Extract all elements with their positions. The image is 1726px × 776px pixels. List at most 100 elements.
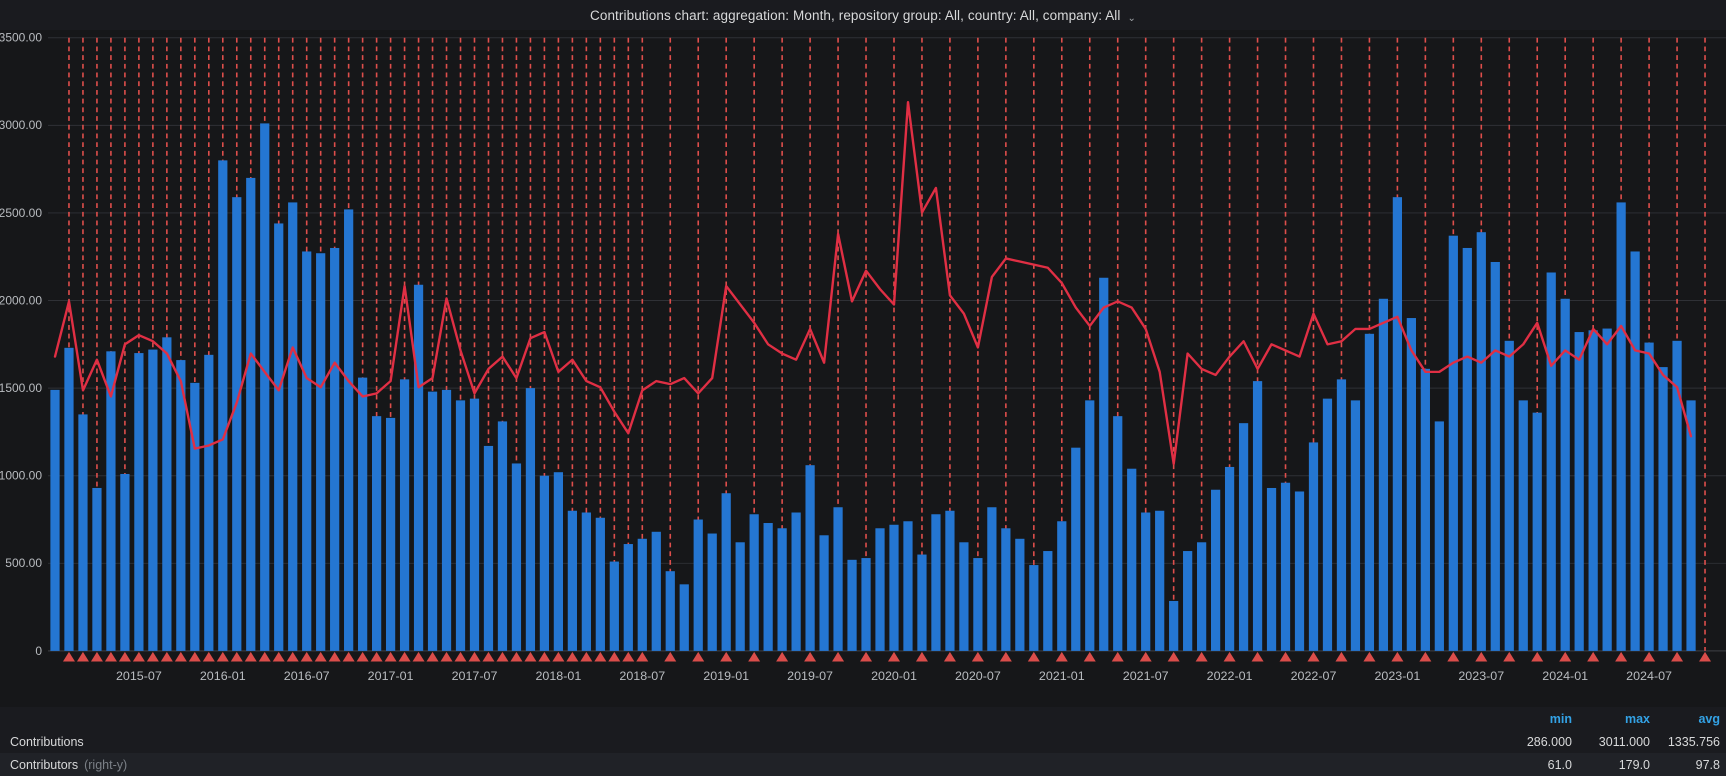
bar[interactable] <box>1238 423 1249 651</box>
legend-row-contributors[interactable]: Contributors (right-y) 61.0 179.0 97.8 <box>0 753 1726 776</box>
annotation-marker[interactable] <box>636 651 649 662</box>
annotation-marker[interactable] <box>1223 651 1236 662</box>
bar[interactable] <box>232 197 242 651</box>
bar[interactable] <box>1560 298 1570 651</box>
bar[interactable] <box>106 351 116 651</box>
annotation-marker[interactable] <box>1167 651 1180 662</box>
annotation-marker[interactable] <box>286 651 299 662</box>
annotation-marker[interactable] <box>1251 651 1264 662</box>
annotation-marker[interactable] <box>174 651 187 662</box>
bar[interactable] <box>358 377 368 651</box>
annotation-marker[interactable] <box>412 651 425 662</box>
annotation-marker[interactable] <box>804 651 817 662</box>
bar[interactable] <box>945 510 955 651</box>
bar[interactable] <box>665 571 675 651</box>
annotation-marker[interactable] <box>664 651 677 662</box>
annotation-marker[interactable] <box>1363 651 1376 662</box>
bar[interactable] <box>903 521 913 651</box>
annotation-marker[interactable] <box>496 651 509 662</box>
annotation-marker[interactable] <box>887 651 900 662</box>
annotation-marker[interactable] <box>1671 651 1684 662</box>
annotation-marker[interactable] <box>622 651 635 662</box>
bar[interactable] <box>64 347 74 651</box>
bar[interactable] <box>1308 442 1319 651</box>
annotation-marker[interactable] <box>552 651 565 662</box>
annotation-marker[interactable] <box>692 651 705 662</box>
bar[interactable] <box>721 493 731 651</box>
annotation-marker[interactable] <box>832 651 845 662</box>
annotation-marker[interactable] <box>76 651 89 662</box>
bar-series-contributions[interactable] <box>50 123 1696 651</box>
bar[interactable] <box>1015 538 1025 651</box>
chevron-down-icon[interactable]: ⌄ <box>1127 12 1136 24</box>
bar[interactable] <box>1672 340 1682 651</box>
annotation-marker[interactable] <box>468 651 481 662</box>
legend-series-name-contributions[interactable]: Contributions <box>10 734 84 749</box>
page-title[interactable]: Contributions chart: aggregation: Month,… <box>590 8 1136 24</box>
bar[interactable] <box>805 465 815 651</box>
annotation-marker[interactable] <box>1419 651 1432 662</box>
bar[interactable] <box>791 512 801 651</box>
annotation-marker[interactable] <box>1083 651 1096 662</box>
annotation-marker[interactable] <box>314 651 327 662</box>
legend-col-avg[interactable]: avg <box>1698 711 1720 726</box>
annotation-marker[interactable] <box>90 651 103 662</box>
bar[interactable] <box>483 445 494 651</box>
bar[interactable] <box>204 354 214 651</box>
bar[interactable] <box>1141 512 1151 651</box>
annotation-marker[interactable] <box>1503 651 1516 662</box>
annotation-marker[interactable] <box>258 651 271 662</box>
bar[interactable] <box>1588 330 1598 651</box>
bar[interactable] <box>847 559 857 651</box>
annotation-marker[interactable] <box>1615 651 1628 662</box>
annotation-marker[interactable] <box>1643 651 1656 662</box>
annotation-marker[interactable] <box>915 651 928 662</box>
annotation-marker[interactable] <box>1587 651 1600 662</box>
bar[interactable] <box>609 561 619 651</box>
annotation-marker[interactable] <box>272 651 285 662</box>
bar[interactable] <box>1099 277 1109 651</box>
bar[interactable] <box>1490 261 1500 651</box>
bar[interactable] <box>302 251 312 651</box>
annotation-marker[interactable] <box>1335 651 1348 662</box>
bar[interactable] <box>1504 340 1514 651</box>
bar[interactable] <box>1071 447 1081 651</box>
bar[interactable] <box>1602 328 1612 651</box>
annotation-marker[interactable] <box>440 651 453 662</box>
bar[interactable] <box>1532 412 1542 651</box>
bar[interactable] <box>1001 528 1011 651</box>
bar[interactable] <box>1252 381 1263 651</box>
annotation-marker[interactable] <box>216 651 229 662</box>
bar[interactable] <box>1686 400 1696 651</box>
bar[interactable] <box>1155 510 1165 651</box>
bar[interactable] <box>595 517 605 651</box>
annotation-marker[interactable] <box>482 651 495 662</box>
bar[interactable] <box>92 487 102 651</box>
annotation-marker[interactable] <box>202 651 215 662</box>
annotation-marker[interactable] <box>971 651 984 662</box>
bar[interactable] <box>1378 298 1389 651</box>
bar[interactable] <box>274 223 284 651</box>
bar[interactable] <box>78 414 88 651</box>
bar[interactable] <box>1294 491 1305 651</box>
annotation-marker[interactable] <box>748 651 761 662</box>
annotation-marker[interactable] <box>943 651 956 662</box>
annotation-marker[interactable] <box>132 651 145 662</box>
annotation-marker[interactable] <box>230 651 243 662</box>
annotation-marker[interactable] <box>188 651 201 662</box>
bar[interactable] <box>1462 247 1472 651</box>
bar[interactable] <box>1280 482 1291 651</box>
annotation-marker[interactable] <box>1531 651 1544 662</box>
annotation-marker[interactable] <box>370 651 383 662</box>
annotation-marker[interactable] <box>1447 651 1460 662</box>
bar[interactable] <box>1266 487 1277 651</box>
bar[interactable] <box>413 284 424 651</box>
annotation-marker[interactable] <box>524 651 537 662</box>
legend-table[interactable]: min max avg Contributions 286.000 3011.0… <box>0 707 1726 776</box>
legend-col-max[interactable]: max <box>1624 711 1650 726</box>
bar[interactable] <box>1406 318 1416 651</box>
bar[interactable] <box>497 421 508 651</box>
annotation-marker[interactable] <box>328 651 341 662</box>
bar[interactable] <box>148 349 158 651</box>
bar[interactable] <box>707 533 717 651</box>
